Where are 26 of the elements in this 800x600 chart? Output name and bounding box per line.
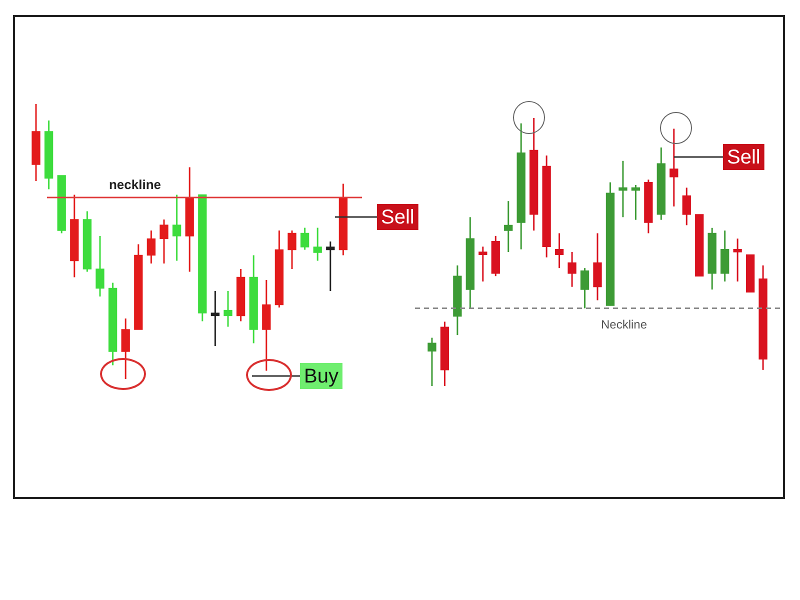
candlestick — [670, 128, 678, 208]
candlestick — [554, 232, 564, 269]
candlestick — [428, 337, 436, 387]
candlestick — [504, 200, 513, 253]
candlestick — [210, 290, 220, 347]
candlestick — [568, 251, 576, 288]
ref-line-label: Neckline — [600, 318, 648, 332]
candlestick — [478, 246, 488, 282]
candlestick — [682, 186, 691, 226]
annotation: Sell — [727, 146, 760, 169]
annotation: Buy — [304, 366, 338, 388]
candlestick — [733, 238, 742, 282]
candlestick — [326, 240, 335, 292]
candlestick — [121, 318, 130, 380]
candlestick — [580, 267, 590, 310]
candlestick — [313, 227, 322, 262]
text: Sell — [381, 206, 414, 229]
ref-line-label: neckline — [108, 177, 162, 192]
candlestick — [288, 230, 296, 270]
candlestick — [618, 160, 628, 218]
candlestick — [160, 218, 168, 264]
candlestick — [96, 235, 104, 298]
candlestick — [224, 290, 232, 328]
candlestick — [300, 227, 310, 250]
candlestick — [146, 230, 156, 264]
candlestick — [172, 194, 182, 262]
